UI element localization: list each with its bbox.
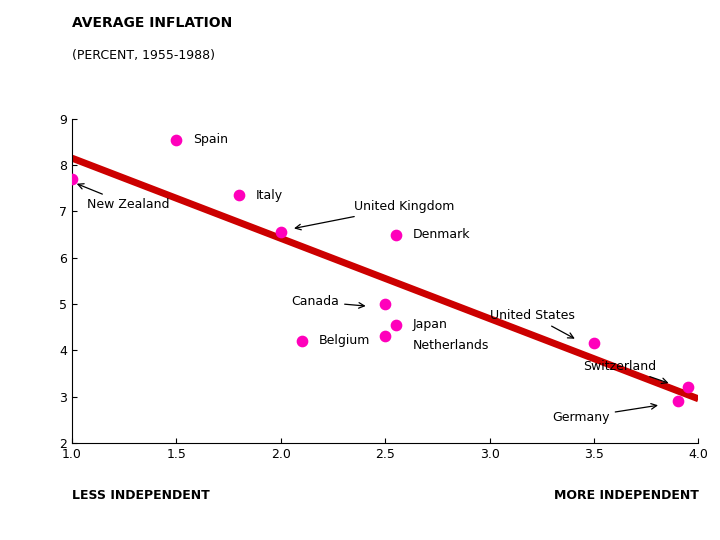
Text: (PERCENT, 1955-1988): (PERCENT, 1955-1988) bbox=[72, 49, 215, 62]
Point bbox=[390, 230, 402, 239]
Point bbox=[171, 136, 182, 144]
Point bbox=[275, 228, 287, 237]
Text: United States: United States bbox=[490, 309, 575, 338]
Text: New Zealand: New Zealand bbox=[78, 184, 169, 211]
Text: Germany: Germany bbox=[552, 403, 657, 424]
Text: Canada: Canada bbox=[291, 295, 364, 308]
Point bbox=[588, 339, 600, 348]
Text: Denmark: Denmark bbox=[413, 228, 470, 241]
Text: Spain: Spain bbox=[193, 133, 228, 146]
Text: Italy: Italy bbox=[256, 188, 283, 201]
Point bbox=[379, 332, 391, 341]
Text: Japan: Japan bbox=[413, 318, 447, 331]
Text: LESS INDEPENDENT: LESS INDEPENDENT bbox=[72, 489, 210, 502]
Text: United Kingdom: United Kingdom bbox=[295, 200, 454, 230]
Point bbox=[683, 383, 694, 391]
Point bbox=[233, 191, 245, 199]
Point bbox=[390, 320, 402, 329]
Text: Belgium: Belgium bbox=[318, 334, 370, 347]
Point bbox=[672, 397, 683, 406]
Point bbox=[66, 174, 78, 183]
Point bbox=[296, 336, 307, 345]
Text: AVERAGE INFLATION: AVERAGE INFLATION bbox=[72, 16, 233, 30]
Point bbox=[379, 300, 391, 308]
Text: Switzerland: Switzerland bbox=[584, 360, 667, 383]
Text: MORE INDEPENDENT: MORE INDEPENDENT bbox=[554, 489, 698, 502]
Text: Netherlands: Netherlands bbox=[413, 339, 489, 352]
